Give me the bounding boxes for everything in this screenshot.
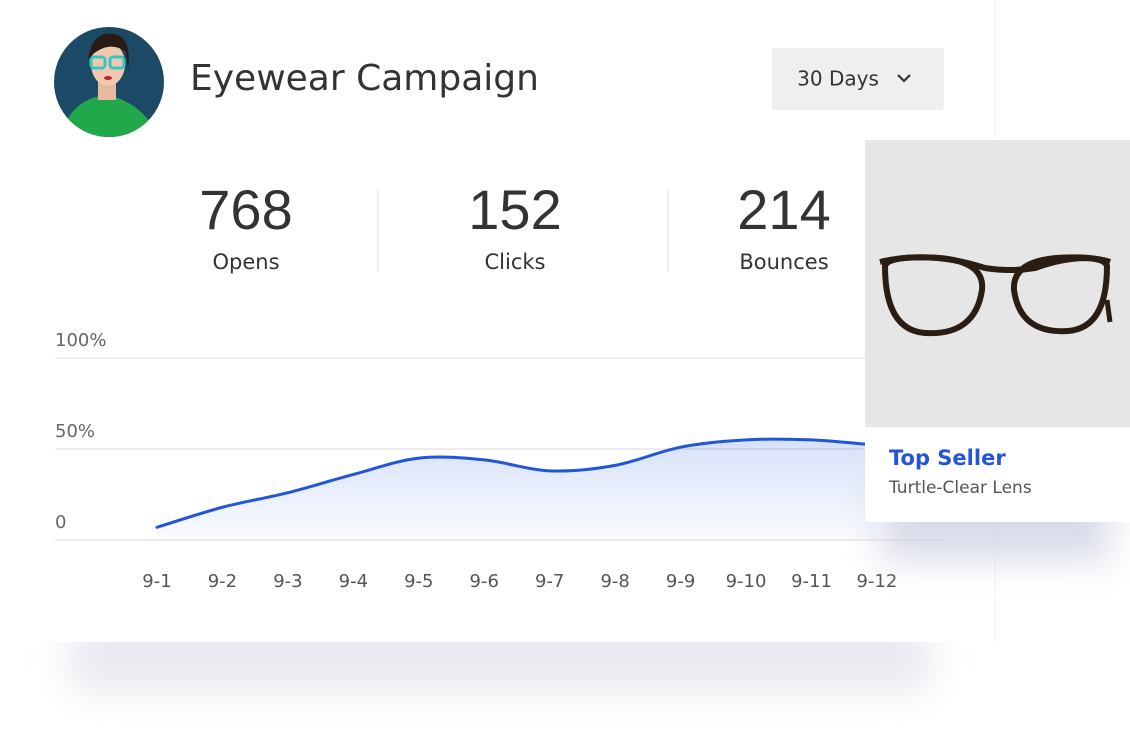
campaign-title: Eyewear Campaign bbox=[190, 58, 539, 99]
avatar bbox=[54, 27, 164, 137]
product-name: Turtle-Clear Lens bbox=[888, 478, 1032, 498]
x-tick-label: 9-12 bbox=[857, 571, 898, 592]
x-tick-label: 9-9 bbox=[666, 571, 695, 592]
line bbox=[155, 437, 879, 529]
y-tick-label: 100% bbox=[55, 330, 106, 351]
y-tick-label: 50% bbox=[55, 421, 95, 442]
product-card: Top Seller Turtle-Clear Lens bbox=[865, 140, 1130, 522]
chart: 0 50% 100% 9-1 9-2 9-3 9-4 9-5 9-6 9-7 9-8 9-9 9-10 9… bbox=[55, 330, 945, 592]
range-dropdown[interactable]: 30 Days bbox=[772, 48, 944, 110]
x-tick-label: 9-5 bbox=[404, 571, 433, 592]
dropdown-label[interactable]: 30 Days bbox=[797, 67, 879, 91]
dropdown-box[interactable] bbox=[772, 48, 944, 110]
x-tick-label: 9-11 bbox=[791, 571, 832, 592]
stat-label: Clicks bbox=[485, 250, 546, 274]
x-tick-label: 9-1 bbox=[142, 571, 171, 592]
x-tick-label: 9-7 bbox=[535, 571, 564, 592]
stats: 768 Opens 152 Clicks 214 Bounces bbox=[199, 178, 830, 274]
x-tick-label: 9-6 bbox=[470, 571, 499, 592]
stat-value: 152 bbox=[468, 178, 561, 241]
stat-value: 214 bbox=[737, 178, 830, 241]
stat-label: Opens bbox=[212, 250, 279, 274]
stat-label: Bounces bbox=[739, 250, 828, 274]
stat-value: 768 bbox=[199, 178, 292, 241]
x-tick-label: 9-8 bbox=[600, 571, 629, 592]
dropdown-chevron[interactable] bbox=[897, 74, 911, 83]
x-tick-label: 9-2 bbox=[208, 571, 237, 592]
y-tick-label: 0 bbox=[55, 512, 66, 533]
product-badge: Top Seller bbox=[889, 446, 1006, 470]
x-tick-label: 9-3 bbox=[273, 571, 302, 592]
area bbox=[157, 439, 877, 540]
x-tick-label: 9-4 bbox=[339, 571, 368, 592]
glasses-icon bbox=[879, 254, 1113, 337]
x-tick-label: 9-10 bbox=[726, 571, 767, 592]
product-image bbox=[865, 140, 1130, 427]
